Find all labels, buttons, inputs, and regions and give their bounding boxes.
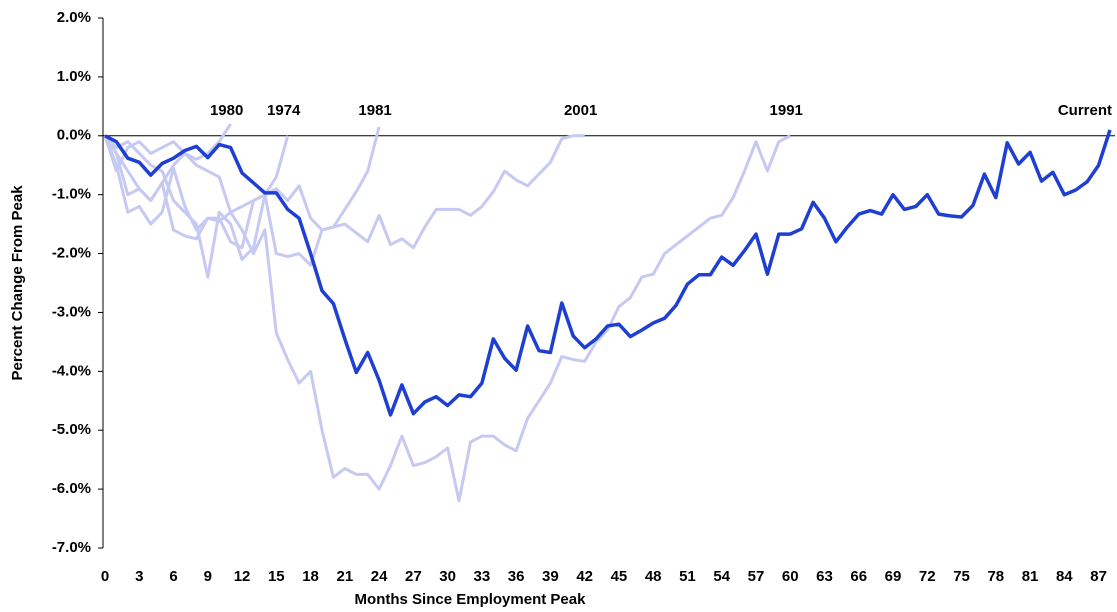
x-tick-label: 15 bbox=[268, 568, 285, 585]
y-tick-label: -7.0% bbox=[52, 539, 91, 556]
y-tick-label: 0.0% bbox=[57, 127, 91, 144]
series-line bbox=[103, 123, 232, 203]
x-tick-label: 63 bbox=[816, 568, 833, 585]
y-tick-label: -1.0% bbox=[52, 186, 91, 203]
x-tick-label: 33 bbox=[474, 568, 491, 585]
x-tick-label: 87 bbox=[1090, 568, 1107, 585]
y-tick-label: -4.0% bbox=[52, 362, 91, 379]
x-tick-label: 78 bbox=[987, 568, 1004, 585]
y-tick-label: -5.0% bbox=[52, 421, 91, 438]
series-line bbox=[104, 129, 1112, 417]
x-tick-label: 6 bbox=[169, 568, 177, 585]
x-tick-label: 3 bbox=[135, 568, 143, 585]
x-tick-label: 48 bbox=[645, 568, 662, 585]
x-tick-label: 81 bbox=[1022, 568, 1039, 585]
x-tick-label: 36 bbox=[508, 568, 525, 585]
x-tick-label: 51 bbox=[679, 568, 696, 585]
y-tick-label: -6.0% bbox=[52, 480, 91, 497]
y-tick-label: -3.0% bbox=[52, 303, 91, 320]
y-axis-title: Percent Change From Peak bbox=[9, 185, 26, 381]
series-label: Current bbox=[1058, 102, 1112, 119]
x-tick-label: 54 bbox=[713, 568, 730, 585]
x-tick-label: 9 bbox=[204, 568, 212, 585]
x-tick-label: 84 bbox=[1056, 568, 1073, 585]
x-tick-label: 12 bbox=[234, 568, 251, 585]
x-tick-label: 0 bbox=[101, 568, 109, 585]
x-tick-label: 69 bbox=[885, 568, 902, 585]
y-tick-label: 2.0% bbox=[57, 9, 91, 26]
x-tick-label: 21 bbox=[336, 568, 353, 585]
x-axis-title: Months Since Employment Peak bbox=[355, 591, 587, 608]
y-tick-label: 1.0% bbox=[57, 68, 91, 85]
series-line bbox=[103, 134, 290, 279]
x-tick-label: 45 bbox=[611, 568, 628, 585]
series-label: 2001 bbox=[564, 102, 597, 119]
series-label: 1981 bbox=[358, 102, 391, 119]
x-tick-label: 18 bbox=[302, 568, 319, 585]
x-tick-label: 75 bbox=[953, 568, 970, 585]
x-tick-label: 66 bbox=[850, 568, 867, 585]
series-line bbox=[103, 134, 585, 267]
x-tick-label: 57 bbox=[748, 568, 765, 585]
series-line bbox=[103, 134, 791, 503]
x-tick-label: 60 bbox=[782, 568, 799, 585]
x-tick-label: 24 bbox=[371, 568, 388, 585]
x-tick-label: 42 bbox=[576, 568, 593, 585]
x-tick-label: 72 bbox=[919, 568, 936, 585]
series-label: 1991 bbox=[770, 102, 803, 119]
series-label: 1974 bbox=[267, 102, 301, 119]
y-tick-label: -2.0% bbox=[52, 245, 91, 262]
series-label: 1980 bbox=[210, 102, 243, 119]
x-tick-label: 27 bbox=[405, 568, 422, 585]
x-tick-label: 30 bbox=[439, 568, 456, 585]
x-tick-label: 39 bbox=[542, 568, 559, 585]
series-line bbox=[103, 126, 381, 232]
